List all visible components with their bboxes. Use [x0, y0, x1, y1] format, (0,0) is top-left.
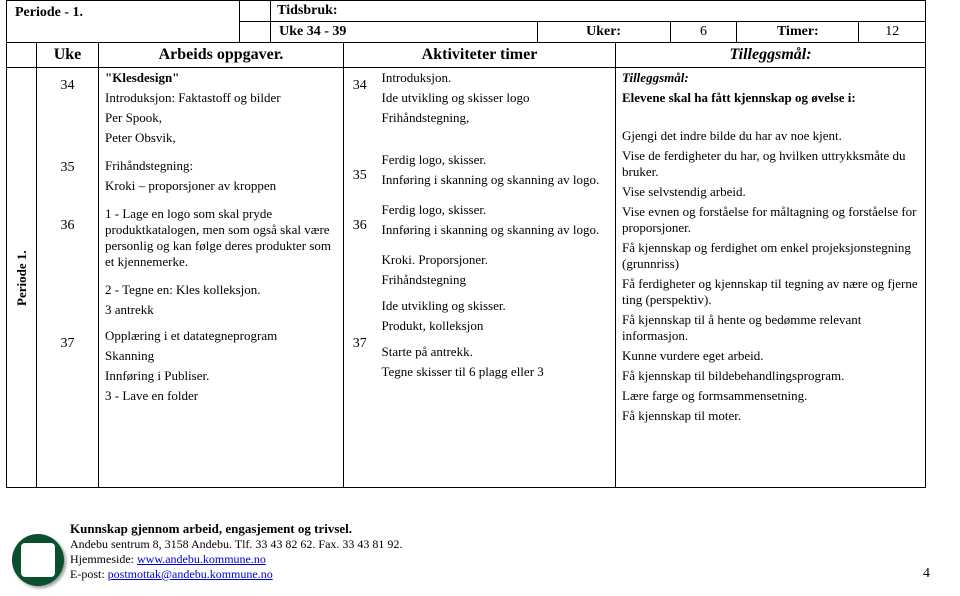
- week-37-left: 37: [37, 308, 98, 468]
- side-label: Periode 1.: [7, 68, 37, 488]
- school-logo: [12, 534, 64, 586]
- col-tillegg: Tilleggsmål:: [616, 43, 926, 68]
- email-link[interactable]: postmottak@andebu.kommune.no: [108, 567, 273, 581]
- column-header-row: Uke Arbeids oppgaver. Aktiviteter timer …: [6, 42, 926, 68]
- timer-label: Timer:: [737, 22, 859, 43]
- homepage-link[interactable]: www.andebu.kommune.no: [137, 552, 266, 566]
- footer-motto: Kunnskap gjennom arbeid, engasjement og …: [70, 521, 670, 537]
- header-table: Periode - 1. Tidsbruk: Uke 34 - 39 Uker:…: [6, 0, 926, 43]
- col-uke: Uke: [37, 43, 99, 68]
- arbeid-cell: "Klesdesign" Introduksjon: Faktastoff og…: [99, 68, 344, 488]
- timer-value: 12: [859, 22, 926, 43]
- week-37-right: 37: [344, 308, 376, 468]
- period-title: Periode - 1.: [7, 1, 240, 43]
- footer: Kunnskap gjennom arbeid, engasjement og …: [70, 521, 670, 582]
- page-number: 4: [923, 566, 930, 582]
- week-36-left: 36: [37, 218, 98, 308]
- tidsbruk-label: Tidsbruk:: [271, 1, 926, 22]
- tillegg-cell: Tilleggsmål: Elevene skal ha fått kjenns…: [616, 68, 926, 488]
- footer-address: Andebu sentrum 8, 3158 Andebu. Tlf. 33 4…: [70, 537, 670, 552]
- uke-range: Uke 34 - 39: [271, 22, 537, 43]
- aktiv-cell: Introduksjon. Ide utvikling og skisser l…: [376, 68, 616, 488]
- uker-value: 6: [670, 22, 737, 43]
- week-34-right: 34: [344, 68, 376, 160]
- col-aktiv: Aktiviteter timer: [344, 43, 616, 68]
- klesdesign-title: "Klesdesign": [105, 70, 337, 86]
- week-36-right: 36: [344, 218, 376, 308]
- week-35-right: 35: [344, 160, 376, 218]
- week-35-left: 35: [37, 160, 98, 218]
- main-table: Periode 1. 34 35 36 37 "Klesdesign" Intr…: [6, 67, 926, 488]
- week-34-left: 34: [37, 68, 98, 160]
- uker-label: Uker:: [537, 22, 670, 43]
- col-arbeid: Arbeids oppgaver.: [99, 43, 344, 68]
